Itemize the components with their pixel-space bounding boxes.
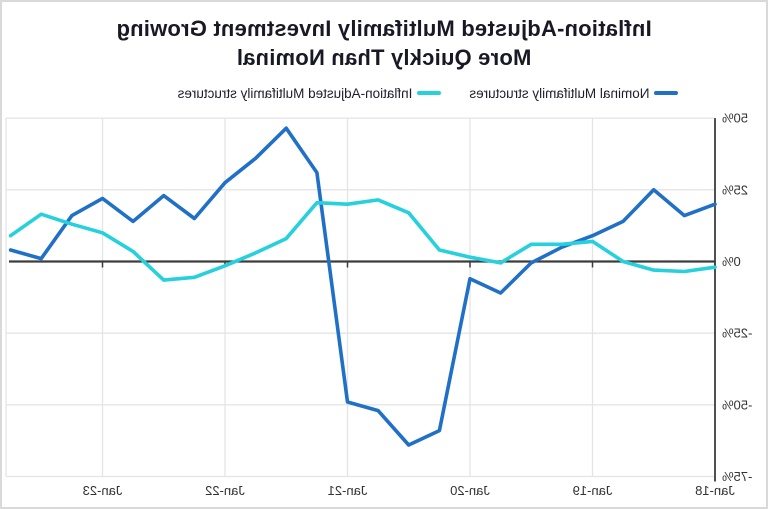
x-axis-tick-label: Jan-18 — [695, 483, 735, 498]
y-axis-tick-label: 25% — [722, 182, 748, 197]
y-axis-tick-label: 0% — [722, 254, 741, 269]
x-axis-tick-label: Jan-19 — [573, 483, 613, 498]
x-axis-tick-label: Jan-23 — [83, 483, 123, 498]
x-axis-tick-label: Jan-22 — [205, 483, 245, 498]
series-line-nominal — [8, 126, 717, 447]
series-line-inflation-adjusted — [8, 198, 717, 282]
y-axis-tick-label: -50% — [722, 397, 753, 412]
y-axis-tick-label: -25% — [722, 326, 753, 341]
y-axis-tick-label: 50% — [722, 111, 748, 126]
y-axis-tick-label: -75% — [722, 469, 753, 484]
x-axis-tick-label: Jan-21 — [328, 483, 368, 498]
x-axis-tick-label: Jan-20 — [450, 483, 490, 498]
